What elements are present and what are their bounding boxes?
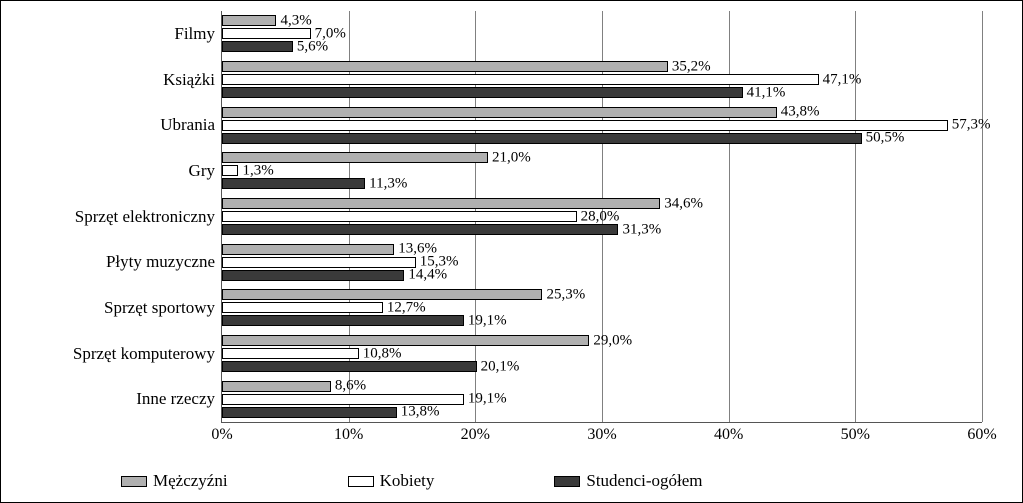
legend-label: Kobiety <box>380 471 435 491</box>
category-label: Filmy <box>31 24 221 44</box>
bar-value-label: 19,1% <box>468 391 507 408</box>
x-tick-label: 60% <box>967 426 996 444</box>
category-label: Ubrania <box>31 115 221 135</box>
x-tick-label: 0% <box>211 426 232 444</box>
legend-label: Mężczyźni <box>153 471 228 491</box>
bar <box>222 178 365 189</box>
category-label: Gry <box>31 161 221 181</box>
legend-item: Kobiety <box>348 471 435 491</box>
category-label: Sprzęt elektroniczny <box>31 207 221 227</box>
bar <box>222 87 743 98</box>
legend: Mężczyźni Kobiety Studenci-ogółem <box>121 466 982 496</box>
bar-value-label: 28,0% <box>581 208 620 225</box>
chart-area: 0%10%20%30%40%50%60%4,3%7,0%5,6%35,2%47,… <box>21 11 1002 451</box>
bar <box>222 120 948 131</box>
legend-swatch <box>348 476 374 487</box>
bar <box>222 165 238 176</box>
bar <box>222 348 359 359</box>
x-tick-label: 50% <box>841 426 870 444</box>
gridline <box>729 11 730 422</box>
bar <box>222 244 394 255</box>
bar-value-label: 57,3% <box>952 117 991 134</box>
plot-area: 0%10%20%30%40%50%60%4,3%7,0%5,6%35,2%47,… <box>221 11 982 423</box>
bar-value-label: 50,5% <box>866 130 905 147</box>
category-label: Sprzęt komputerowy <box>31 344 221 364</box>
bar <box>222 107 777 118</box>
x-tick-label: 30% <box>587 426 616 444</box>
x-tick-label: 40% <box>714 426 743 444</box>
bar-value-label: 11,3% <box>369 175 407 192</box>
bar-value-label: 5,6% <box>297 38 328 55</box>
x-tick-label: 10% <box>334 426 363 444</box>
bar <box>222 270 404 281</box>
bar-value-label: 21,0% <box>492 149 531 166</box>
bar <box>222 315 464 326</box>
bar-value-label: 1,3% <box>242 162 273 179</box>
category-label: Płyty muzyczne <box>31 252 221 272</box>
legend-label: Studenci-ogółem <box>586 471 702 491</box>
bar <box>222 361 477 372</box>
bar <box>222 61 668 72</box>
legend-item: Mężczyźni <box>121 471 228 491</box>
bar-value-label: 12,7% <box>387 299 426 316</box>
gridline <box>982 11 983 422</box>
bar <box>222 74 819 85</box>
bar-value-label: 8,6% <box>335 378 366 395</box>
bar-value-label: 14,4% <box>408 267 447 284</box>
bar-value-label: 29,0% <box>593 332 632 349</box>
bar <box>222 335 589 346</box>
bar <box>222 302 383 313</box>
chart-frame: 0%10%20%30%40%50%60%4,3%7,0%5,6%35,2%47,… <box>0 0 1023 503</box>
x-tick-label: 20% <box>461 426 490 444</box>
bar-value-label: 20,1% <box>481 358 520 375</box>
bar <box>222 224 618 235</box>
bar <box>222 289 542 300</box>
bar-value-label: 41,1% <box>747 84 786 101</box>
bar <box>222 407 397 418</box>
legend-item: Studenci-ogółem <box>554 471 702 491</box>
bar-value-label: 13,8% <box>401 404 440 421</box>
legend-swatch <box>554 476 580 487</box>
bar-value-label: 34,6% <box>664 195 703 212</box>
category-label: Inne rzeczy <box>31 389 221 409</box>
bar <box>222 381 331 392</box>
bar-value-label: 19,1% <box>468 312 507 329</box>
bar-value-label: 25,3% <box>546 286 585 303</box>
category-label: Książki <box>31 70 221 90</box>
bar <box>222 41 293 52</box>
bar <box>222 133 862 144</box>
bar <box>222 211 577 222</box>
category-label: Sprzęt sportowy <box>31 298 221 318</box>
legend-swatch <box>121 476 147 487</box>
bar-value-label: 43,8% <box>781 104 820 121</box>
bar <box>222 257 416 268</box>
bar-value-label: 31,3% <box>622 221 661 238</box>
bar-value-label: 4,3% <box>280 12 311 29</box>
bar-value-label: 10,8% <box>363 345 402 362</box>
bar <box>222 15 276 26</box>
bar-value-label: 35,2% <box>672 58 711 75</box>
bar-value-label: 47,1% <box>823 71 862 88</box>
